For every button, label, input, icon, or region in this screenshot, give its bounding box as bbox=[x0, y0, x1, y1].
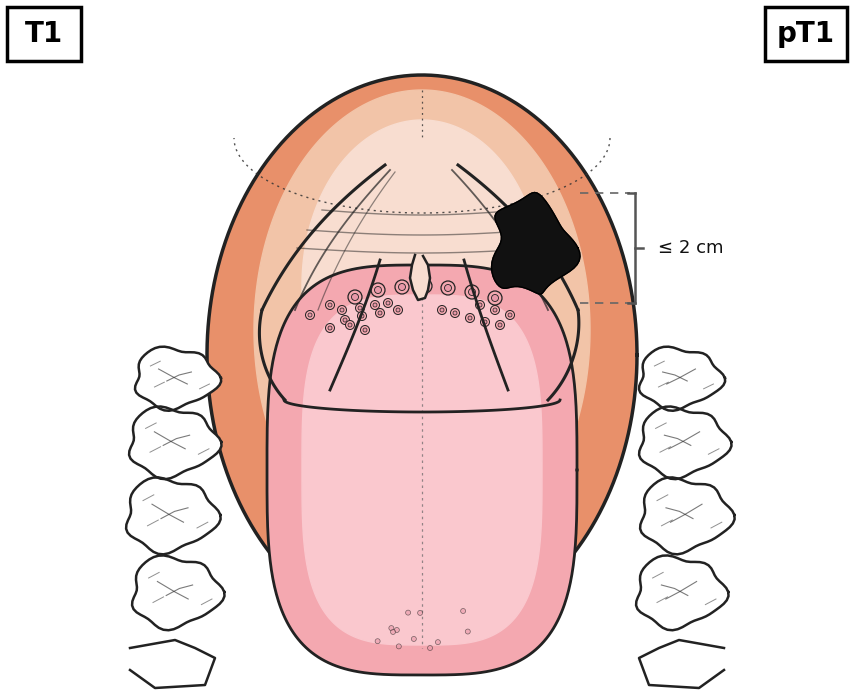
Circle shape bbox=[355, 303, 364, 313]
Circle shape bbox=[390, 629, 395, 635]
Circle shape bbox=[394, 628, 399, 633]
Circle shape bbox=[427, 645, 432, 651]
Circle shape bbox=[343, 318, 346, 322]
Circle shape bbox=[450, 308, 459, 317]
Circle shape bbox=[497, 323, 502, 327]
Circle shape bbox=[478, 303, 481, 307]
Circle shape bbox=[411, 636, 416, 642]
Polygon shape bbox=[491, 193, 579, 294]
Polygon shape bbox=[635, 555, 728, 631]
Circle shape bbox=[491, 294, 498, 301]
Circle shape bbox=[325, 301, 334, 310]
Circle shape bbox=[395, 280, 409, 294]
Circle shape bbox=[340, 315, 349, 324]
Circle shape bbox=[347, 323, 351, 327]
Circle shape bbox=[305, 310, 314, 319]
Text: T1: T1 bbox=[25, 20, 63, 48]
Polygon shape bbox=[206, 75, 636, 635]
Circle shape bbox=[437, 306, 446, 315]
Circle shape bbox=[328, 303, 332, 307]
Circle shape bbox=[487, 291, 502, 305]
Polygon shape bbox=[302, 120, 542, 450]
Circle shape bbox=[345, 320, 354, 329]
Circle shape bbox=[325, 324, 334, 333]
Circle shape bbox=[383, 299, 392, 308]
Circle shape bbox=[339, 308, 344, 312]
Circle shape bbox=[465, 629, 470, 634]
Circle shape bbox=[378, 311, 381, 315]
Polygon shape bbox=[409, 255, 430, 300]
Circle shape bbox=[388, 626, 393, 631]
Polygon shape bbox=[267, 265, 577, 675]
Circle shape bbox=[508, 313, 512, 317]
Circle shape bbox=[357, 312, 366, 320]
Polygon shape bbox=[640, 477, 734, 554]
Circle shape bbox=[452, 311, 456, 315]
Circle shape bbox=[405, 610, 410, 615]
Circle shape bbox=[370, 283, 385, 297]
Circle shape bbox=[393, 306, 402, 315]
Circle shape bbox=[363, 328, 367, 332]
Polygon shape bbox=[302, 295, 542, 645]
Polygon shape bbox=[638, 406, 731, 479]
Circle shape bbox=[347, 290, 362, 304]
Circle shape bbox=[465, 313, 474, 322]
Circle shape bbox=[375, 308, 384, 317]
Polygon shape bbox=[132, 555, 224, 631]
Circle shape bbox=[357, 306, 362, 310]
Circle shape bbox=[475, 301, 484, 310]
Circle shape bbox=[444, 285, 451, 292]
Polygon shape bbox=[135, 347, 221, 411]
Circle shape bbox=[505, 310, 514, 319]
Circle shape bbox=[374, 287, 381, 294]
Circle shape bbox=[396, 308, 399, 312]
Text: ≤ 2 cm: ≤ 2 cm bbox=[657, 239, 722, 257]
Circle shape bbox=[492, 308, 496, 312]
FancyBboxPatch shape bbox=[7, 7, 81, 61]
Circle shape bbox=[460, 608, 465, 613]
Circle shape bbox=[495, 320, 504, 329]
Circle shape bbox=[435, 640, 440, 644]
Circle shape bbox=[398, 283, 405, 290]
Circle shape bbox=[483, 320, 486, 324]
Polygon shape bbox=[126, 477, 220, 554]
Circle shape bbox=[467, 316, 472, 320]
Circle shape bbox=[417, 610, 422, 615]
Circle shape bbox=[373, 303, 376, 307]
Circle shape bbox=[439, 308, 444, 312]
Polygon shape bbox=[638, 640, 723, 688]
Text: pT1: pT1 bbox=[776, 20, 834, 48]
Circle shape bbox=[480, 317, 489, 326]
Circle shape bbox=[370, 301, 379, 310]
Circle shape bbox=[351, 294, 358, 301]
Polygon shape bbox=[253, 90, 589, 570]
Circle shape bbox=[421, 283, 428, 290]
Circle shape bbox=[468, 289, 475, 296]
Circle shape bbox=[360, 314, 363, 318]
Polygon shape bbox=[130, 640, 215, 688]
Circle shape bbox=[337, 306, 346, 315]
Circle shape bbox=[374, 639, 380, 644]
FancyBboxPatch shape bbox=[764, 7, 846, 61]
Polygon shape bbox=[129, 406, 221, 479]
Circle shape bbox=[464, 285, 479, 299]
Circle shape bbox=[417, 279, 432, 293]
Circle shape bbox=[490, 306, 499, 315]
Polygon shape bbox=[638, 347, 724, 411]
Circle shape bbox=[328, 326, 332, 330]
Circle shape bbox=[440, 281, 455, 295]
Circle shape bbox=[386, 301, 390, 305]
Circle shape bbox=[396, 644, 401, 649]
Circle shape bbox=[308, 313, 311, 317]
Circle shape bbox=[360, 326, 369, 335]
